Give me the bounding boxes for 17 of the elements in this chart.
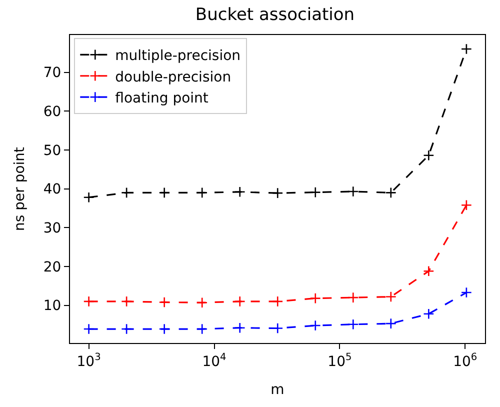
y-tick-label: 40 xyxy=(43,182,62,198)
legend-label: double-precision xyxy=(115,69,232,86)
chart-title: Bucket association xyxy=(195,5,355,26)
y-tick-label: 30 xyxy=(43,220,62,237)
y-axis-title: ns per point xyxy=(12,146,28,232)
x-tick-label: 10$^{6}$ xyxy=(453,352,478,370)
legend-label: floating point xyxy=(115,90,209,107)
legend-label: multiple-precision xyxy=(115,48,241,64)
x-tick-label: 10$^{3}$ xyxy=(76,352,101,370)
y-tick-label: 20 xyxy=(43,259,62,276)
y-tick-label: 50 xyxy=(43,142,62,159)
x-axis-title: m xyxy=(270,382,284,398)
y-tick-label: 70 xyxy=(43,65,62,82)
y-tick-label: 10 xyxy=(43,298,62,314)
y-tick-label: 60 xyxy=(43,104,62,120)
x-tick-label: 10$^{5}$ xyxy=(328,352,352,370)
x-tick-label: 10$^{4}$ xyxy=(202,352,226,370)
